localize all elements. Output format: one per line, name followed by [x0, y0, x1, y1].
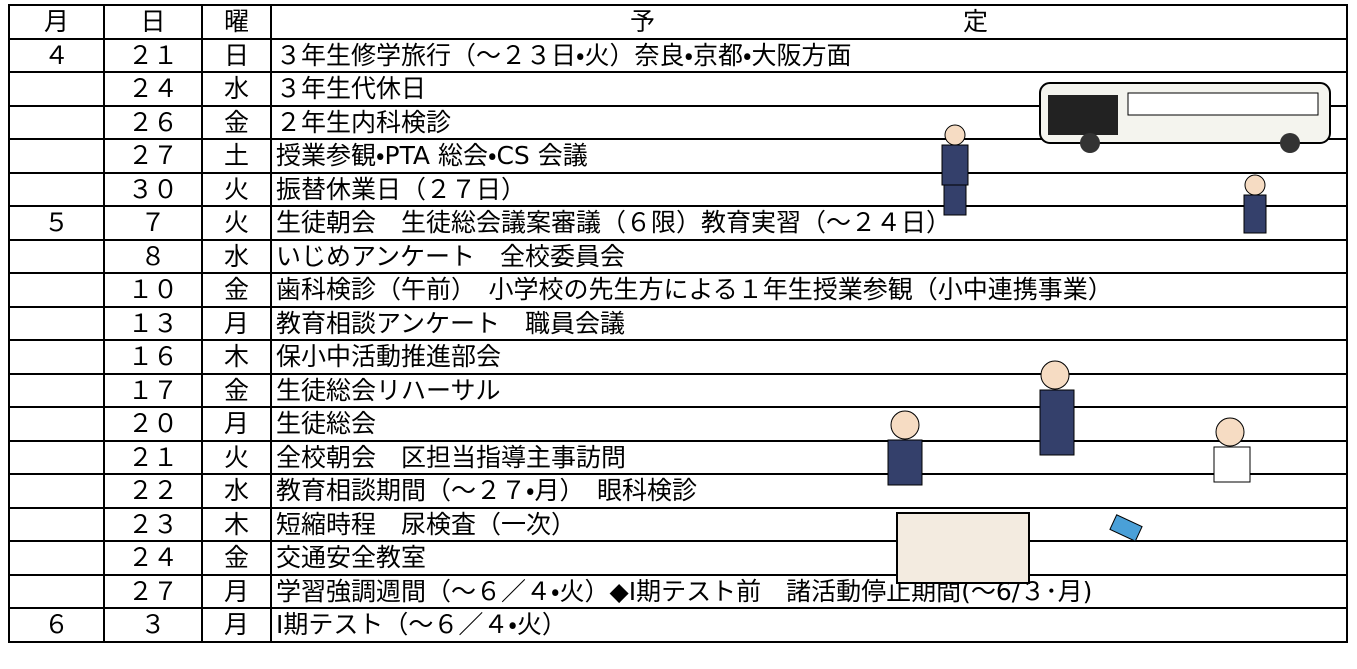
event-cell: ３年生修学旅行（～２３日・火）奈良・京都・大阪方面	[270, 37, 1348, 73]
day-cell: ２４	[103, 71, 203, 107]
event-cell: 保小中活動推進部会	[270, 339, 1348, 375]
event-cell: いじめアンケート 全校委員会	[270, 238, 1348, 274]
event-cell: ３年生代休日	[270, 71, 1348, 107]
row: ２０ 月生徒総会	[8, 406, 1348, 442]
day-cell: １６	[103, 339, 203, 375]
month-cell	[8, 439, 105, 475]
month-cell	[8, 238, 105, 274]
row: ５ ７ 火生徒朝会 生徒総会議案審議（６限）教育実習（～２４日）	[8, 205, 1348, 241]
weekday-cell: 日	[201, 37, 272, 73]
row: ６ ３ 月 Ⅰ期テスト（～６／４・火）	[8, 607, 1348, 643]
weekday-cell: 火	[201, 439, 272, 475]
row: ２７ 土授業参観・PTA 総会・CS 会議	[8, 138, 1348, 174]
weekday-cell: 金	[201, 272, 272, 308]
event-cell: 生徒総会リハーサル	[270, 372, 1348, 408]
event-cell: 全校朝会 区担当指導主事訪問	[270, 439, 1348, 475]
row: ２３ 木短縮時程 尿検査（一次）	[8, 506, 1348, 542]
event-cell: 振替休業日（２７日）	[270, 171, 1348, 207]
row: ２４ 金交通安全教室	[8, 540, 1348, 576]
month-cell	[8, 71, 105, 107]
header-cell: 日	[103, 4, 203, 40]
month-cell	[8, 406, 105, 442]
month-cell	[8, 372, 105, 408]
row: ８ 水いじめアンケート 全校委員会	[8, 238, 1348, 274]
month-cell	[8, 540, 105, 576]
weekday-cell: 木	[201, 506, 272, 542]
weekday-cell: 木	[201, 339, 272, 375]
day-cell: ２４	[103, 540, 203, 576]
month-cell	[8, 272, 105, 308]
row: ４ ２１ 日 ３年生修学旅行（～２３日・火）奈良・京都・大阪方面	[8, 37, 1348, 73]
event-cell: 短縮時程 尿検査（一次）	[270, 506, 1348, 542]
weekday-cell: 月	[201, 305, 272, 341]
weekday-cell: 月	[201, 406, 272, 442]
event-cell: 教育相談期間（～２７・月） 眼科検診	[270, 473, 1348, 509]
event-cell: 交通安全教室	[270, 540, 1348, 576]
event-cell: 生徒朝会 生徒総会議案審議（６限）教育実習（～２４日）	[270, 205, 1348, 241]
weekday-cell: 土	[201, 138, 272, 174]
weekday-cell: 金	[201, 540, 272, 576]
schedule-table: 月 日 曜 予定 ４ ２１ 日 ３年生修学旅行（～２３日・火）奈良・京都・大阪方面 ２４…	[8, 4, 1348, 643]
event-cell: 学習強調週間（～６／４・火）◆Ⅰ期テスト前 諸活動停止期間(～6/３･月)	[270, 573, 1348, 609]
month-cell	[8, 138, 105, 174]
weekday-cell: 金	[201, 104, 272, 140]
month-cell: ５	[8, 205, 105, 241]
month-cell	[8, 339, 105, 375]
day-cell: ８	[103, 238, 203, 274]
weekday-cell: 水	[201, 238, 272, 274]
day-cell: ２０	[103, 406, 203, 442]
month-cell	[8, 473, 105, 509]
day-cell: １０	[103, 272, 203, 308]
month-cell	[8, 104, 105, 140]
day-cell: ２１	[103, 439, 203, 475]
row: ２７ 月学習強調週間（～６／４・火）◆Ⅰ期テスト前 諸活動停止期間(～6/３･月)	[8, 573, 1348, 609]
event-cell: ２年生内科検診	[270, 104, 1348, 140]
day-cell: ２１	[103, 37, 203, 73]
event-cell: 教育相談アンケート 職員会議	[270, 305, 1348, 341]
event-cell: 生徒総会	[270, 406, 1348, 442]
day-cell: ２７	[103, 573, 203, 609]
weekday-cell: 金	[201, 372, 272, 408]
day-cell: ２７	[103, 138, 203, 174]
weekday-cell: 火	[201, 171, 272, 207]
row: １３ 月教育相談アンケート 職員会議	[8, 305, 1348, 341]
row: １７ 金生徒総会リハーサル	[8, 372, 1348, 408]
header-cell: 予定	[270, 4, 1348, 40]
header-cell: 曜	[201, 4, 272, 40]
row: １０ 金歯科検診（午前） 小学校の先生方による１年生授業参観（小中連携事業）	[8, 272, 1348, 308]
month-cell	[8, 573, 105, 609]
day-cell: １７	[103, 372, 203, 408]
month-cell	[8, 506, 105, 542]
row: ２６ 金 ２年生内科検診	[8, 104, 1348, 140]
event-cell: 歯科検診（午前） 小学校の先生方による１年生授業参観（小中連携事業）	[270, 272, 1348, 308]
row: ２４ 水 ３年生代休日	[8, 71, 1348, 107]
day-cell: ２２	[103, 473, 203, 509]
day-cell: ２３	[103, 506, 203, 542]
day-cell: ３０	[103, 171, 203, 207]
month-cell	[8, 305, 105, 341]
header-row: 月 日 曜 予定	[8, 4, 1348, 40]
day-cell: ２６	[103, 104, 203, 140]
month-cell: ４	[8, 37, 105, 73]
day-cell: １３	[103, 305, 203, 341]
weekday-cell: 水	[201, 71, 272, 107]
weekday-cell: 火	[201, 205, 272, 241]
header-text: 予	[629, 7, 655, 37]
row: ２１ 火全校朝会 区担当指導主事訪問	[8, 439, 1348, 475]
weekday-cell: 月	[201, 573, 272, 609]
month-cell	[8, 171, 105, 207]
day-cell: ３	[103, 607, 203, 643]
day-cell: ７	[103, 205, 203, 241]
row: １６ 木保小中活動推進部会	[8, 339, 1348, 375]
event-cell: Ⅰ期テスト（～６／４・火）	[270, 607, 1348, 643]
header-text: 定	[962, 7, 988, 37]
header-cell: 月	[8, 4, 105, 40]
month-cell: ６	[8, 607, 105, 643]
row: ２２ 水教育相談期間（～２７・月） 眼科検診	[8, 473, 1348, 509]
weekday-cell: 月	[201, 607, 272, 643]
weekday-cell: 水	[201, 473, 272, 509]
event-cell: 授業参観・PTA 総会・CS 会議	[270, 138, 1348, 174]
row: ３０ 火振替休業日（２７日）	[8, 171, 1348, 207]
